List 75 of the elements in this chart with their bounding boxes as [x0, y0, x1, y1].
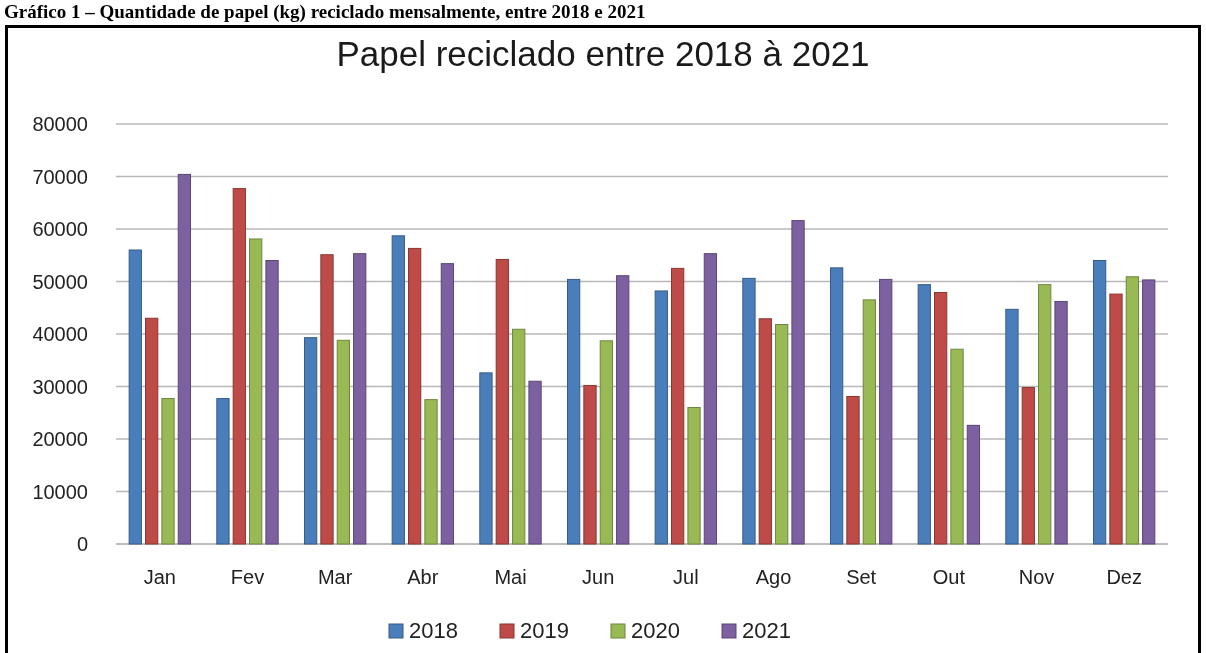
bar: [616, 275, 630, 545]
legend-label: 2018: [409, 618, 458, 643]
x-tick-label: Out: [932, 566, 966, 588]
y-tick-label: 0: [76, 533, 88, 555]
x-tick-label: Mar: [317, 566, 353, 588]
bar: [391, 235, 405, 545]
x-tick-label: Fev: [230, 566, 265, 588]
x-tick-label: Ago: [755, 566, 792, 588]
bar: [495, 258, 509, 545]
y-tick-label: 30000: [32, 375, 88, 398]
bar: [408, 247, 422, 545]
bar: [862, 299, 876, 545]
bar: [879, 278, 893, 545]
bar: [566, 278, 581, 545]
bar: [934, 292, 948, 545]
y-tick-label: 60000: [32, 218, 88, 240]
bar: [1125, 276, 1139, 545]
bar: [1021, 387, 1035, 545]
bar: [336, 339, 350, 545]
x-tick-label: Jan: [143, 566, 176, 588]
legend-label: 2021: [742, 618, 791, 643]
y-tick-label: 20000: [32, 428, 88, 450]
x-tick-label: Dez: [1106, 566, 1142, 588]
x-tick-label: Jun: [582, 566, 615, 588]
bar: [703, 253, 718, 545]
y-tick-label: 70000: [32, 165, 88, 188]
bar: [654, 290, 668, 545]
bar: [599, 340, 613, 545]
bar: [249, 238, 263, 545]
bar: [232, 188, 246, 545]
bar: [303, 337, 318, 545]
bar: [424, 399, 438, 545]
text: Gráfico 1 – Quantidade de papel (kg) reciclado mensalmente, entre 2018 e 2021: [4, 1, 646, 23]
bar: [1092, 260, 1107, 545]
bar: [742, 277, 756, 545]
bar: [528, 380, 542, 545]
x-tick-label: Nov: [1018, 566, 1055, 588]
bar: [353, 253, 367, 545]
bar: [1054, 300, 1068, 545]
bar: [1038, 284, 1052, 545]
bar: [1005, 308, 1019, 545]
y-tick-label: 80000: [32, 113, 88, 135]
bar: [966, 424, 981, 545]
x-tick-label: Abr: [407, 566, 439, 588]
y-tick-label: 40000: [32, 323, 88, 345]
bar: [791, 220, 805, 545]
bar: [177, 173, 192, 545]
bar: [846, 395, 860, 545]
x-tick-label: Jul: [673, 566, 699, 588]
bar: [161, 398, 175, 545]
x-tick-label: Mai: [494, 566, 527, 588]
bar: [440, 263, 455, 545]
y-tick-label: 50000: [32, 270, 88, 293]
bar: [216, 398, 230, 545]
bar: [950, 348, 964, 545]
x-tick-label: Set: [846, 566, 877, 588]
bar: [671, 267, 685, 545]
chart-title: Papel reciclado entre 2018 à 2021: [336, 34, 870, 73]
legend-label: 2019: [520, 618, 569, 643]
bar: [687, 407, 701, 545]
bar: [265, 260, 279, 545]
legend-label: 2020: [631, 618, 680, 643]
bar: [583, 384, 597, 545]
bar: [829, 267, 844, 545]
bar: [1109, 293, 1123, 545]
bar: [479, 372, 493, 545]
bar: [512, 328, 526, 545]
bar: [758, 318, 772, 545]
y-tick-label: 10000: [32, 480, 88, 503]
bar: [775, 324, 789, 545]
bar: [145, 317, 159, 545]
bar: [320, 254, 334, 545]
bar: [1142, 279, 1156, 545]
bar: [917, 284, 931, 545]
bar: [128, 249, 142, 545]
